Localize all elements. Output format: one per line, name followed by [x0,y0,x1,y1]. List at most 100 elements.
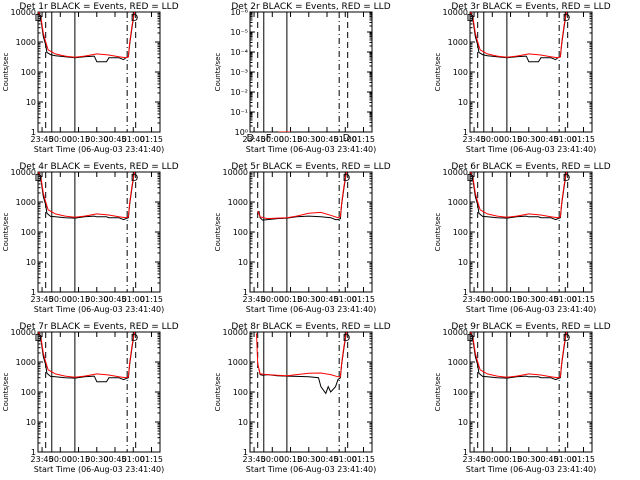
marker-d: D [467,13,475,24]
y-tick-label: 10⁻³ [230,68,248,77]
x-tick-label: 01:15 [352,295,375,304]
chart-panel-2: Det 2r BLACK = Events, RED = LLD 10⁰ 10⁻¹ 1… [214,2,391,154]
series-lld [38,12,135,59]
x-tick-label: 23:45 [31,135,54,144]
marker-d: D [343,333,351,344]
y-tick-label: 100 [21,68,36,77]
y-tick-label: 1 [463,288,468,297]
plot-frame [37,11,161,133]
marker-d: D [247,133,255,144]
y-tick-label: 1 [31,128,36,137]
x-tick-label: 23:45 [243,295,266,304]
y-tick-label: 10⁻² [230,88,248,97]
y-tick-label: 10⁻⁶ [230,8,248,17]
chart-title: Det 1r BLACK = Events, RED = LLD [19,2,178,12]
x-tick-label: 01:15 [140,295,163,304]
x-axis-label: Start Time (06-Aug-03 23:41:40) [34,145,165,154]
plot-frame [37,331,161,453]
x-tick-label: 01:15 [352,455,375,464]
chart-panel-5: Det 5r BLACK = Events, RED = LLD 1 10 100 10… [214,162,391,314]
chart-panel-3: Det 3r BLACK = Events, RED = LLD 1 10 100 10… [434,2,611,154]
x-axis-label: Start Time (06-Aug-03 23:41:40) [34,305,165,314]
plot-frame [469,171,593,293]
x-tick-label: 00:15 [279,455,302,464]
plot-frame [469,11,593,133]
series-events [38,172,135,221]
x-tick-label: 01:15 [572,455,595,464]
x-tick-label: 00:45 [103,455,126,464]
y-tick-label: 10 [458,258,468,267]
y-axis-label: Counts/sec [2,373,10,412]
marker-f: F [266,133,272,144]
chart-panel-8: Det 8r BLACK = Events, RED = LLD 1 10 100 10… [214,322,391,474]
y-axis-label: Counts/sec [2,213,10,252]
chart-panel-4: Det 4r BLACK = Events, RED = LLD 1 10 100 10… [2,162,179,314]
x-tick-label: 00:15 [279,295,302,304]
marker-d: D [131,13,139,24]
y-axis-label: Counts/sec [434,53,442,92]
y-tick-label: 10 [26,98,36,107]
x-tick-label: 23:45 [243,455,266,464]
marker-d: D [343,133,351,144]
series-lld [38,332,135,379]
x-tick-label: 00:45 [103,135,126,144]
x-tick-label: 01:15 [572,135,595,144]
series-lld [257,172,347,220]
x-axis-label: Start Time (06-Aug-03 23:41:40) [246,145,377,154]
x-tick-label: 23:45 [31,455,54,464]
y-tick-label: 100 [21,228,36,237]
x-tick-label: 00:15 [67,135,90,144]
y-tick-label: 1000 [448,38,468,47]
y-axis-label: Counts/sec [214,53,222,92]
x-tick-label: 00:45 [315,455,338,464]
x-tick-label: 00:30 [85,295,108,304]
plot-frame [37,171,161,293]
y-axis-label: Counts/sec [214,213,222,252]
series-events [470,332,567,381]
y-tick-label: 1000 [228,198,248,207]
y-tick-label: 10⁻⁴ [230,48,248,57]
x-tick-label: 00:00 [481,455,504,464]
series-events [258,172,347,221]
x-tick-label: 00:30 [517,455,540,464]
chart-title: Det 5r BLACK = Events, RED = LLD [231,162,390,172]
series-lld [470,12,567,59]
x-tick-label: 00:30 [297,295,320,304]
x-tick-label: 00:30 [517,135,540,144]
x-axis-label: Start Time (06-Aug-03 23:41:40) [466,145,597,154]
chart-title: Det 3r BLACK = Events, RED = LLD [451,2,610,12]
x-tick-label: 01:15 [352,135,375,144]
x-tick-label: 00:30 [297,455,320,464]
x-tick-label: 01:00 [554,135,577,144]
y-tick-label: 10⁰ [235,128,248,137]
series-events [470,12,567,63]
x-tick-label: 00:15 [499,135,522,144]
y-tick-label: 100 [21,388,36,397]
chart-panel-9: Det 9r BLACK = Events, RED = LLD 1 10 100 10… [434,322,611,474]
chart-title: Det 7r BLACK = Events, RED = LLD [19,322,178,332]
series-events [470,172,567,221]
y-tick-label: 10000 [223,328,248,337]
chart-title: Det 4r BLACK = Events, RED = LLD [19,162,178,172]
x-tick-label: 01:15 [572,295,595,304]
series-lld [256,332,347,378]
x-tick-label: 01:15 [140,455,163,464]
marker-d: D [35,173,43,184]
y-tick-label: 1000 [16,358,36,367]
x-tick-label: 23:45 [243,135,266,144]
y-tick-label: 100 [453,68,468,77]
y-tick-label: 1000 [228,358,248,367]
x-tick-label: 00:15 [499,295,522,304]
x-tick-label: 00:15 [499,455,522,464]
y-tick-label: 10000 [223,168,248,177]
marker-d: D [131,333,139,344]
series-events [258,332,347,395]
chart-title: Det 8r BLACK = Events, RED = LLD [231,322,390,332]
x-tick-label: 00:00 [49,455,72,464]
x-tick-label: 00:45 [535,295,558,304]
x-tick-label: 00:00 [481,135,504,144]
y-tick-label: 100 [233,228,248,237]
y-tick-label: 10000 [443,328,468,337]
x-axis-label: Start Time (06-Aug-03 23:41:40) [246,305,377,314]
x-axis-label: Start Time (06-Aug-03 23:41:40) [246,465,377,474]
